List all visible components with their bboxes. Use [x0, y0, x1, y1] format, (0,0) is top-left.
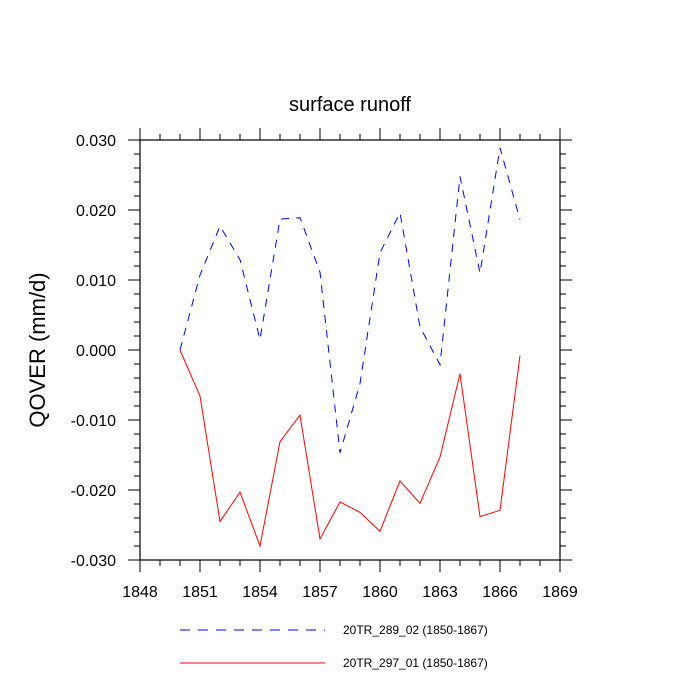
y-tick-label: 0.000	[76, 343, 116, 360]
x-tick-label: 1869	[542, 584, 578, 601]
x-tick-label: 1851	[182, 584, 218, 601]
y-tick-label: -0.010	[71, 413, 116, 430]
x-tick-label: 1863	[422, 584, 458, 601]
y-axis-label: QOVER (mm/d)	[25, 272, 50, 427]
x-tick-label: 1866	[482, 584, 518, 601]
y-tick-label: 0.020	[76, 203, 116, 220]
x-tick-label: 1860	[362, 584, 398, 601]
y-tick-label: -0.030	[71, 553, 116, 570]
x-tick-label: 1848	[122, 584, 158, 601]
y-tick-label: 0.030	[76, 133, 116, 150]
x-tick-label: 1854	[242, 584, 278, 601]
plot-frame	[139, 139, 561, 561]
series-line-1	[179, 147, 521, 454]
legend: 20TR_289_02 (1850-1867) 20TR_297_01 (1850…	[180, 623, 488, 670]
x-tick-label: 1857	[302, 584, 338, 601]
legend-label-2: 20TR_297_01 (1850-1867)	[343, 656, 488, 670]
legend-label-1: 20TR_289_02 (1850-1867)	[343, 623, 488, 637]
y-axis: -0.030 -0.020 -0.010 0.000 0.010 0.020 0.030	[71, 133, 572, 570]
series-layer	[179, 147, 521, 548]
y-tick-label: -0.020	[71, 483, 116, 500]
chart-title: surface runoff	[289, 94, 411, 116]
series-line-2	[179, 349, 521, 548]
x-axis: 1848 1851 1854 1857 1860 1863 1866 1869	[122, 128, 578, 601]
y-tick-label: 0.010	[76, 273, 116, 290]
